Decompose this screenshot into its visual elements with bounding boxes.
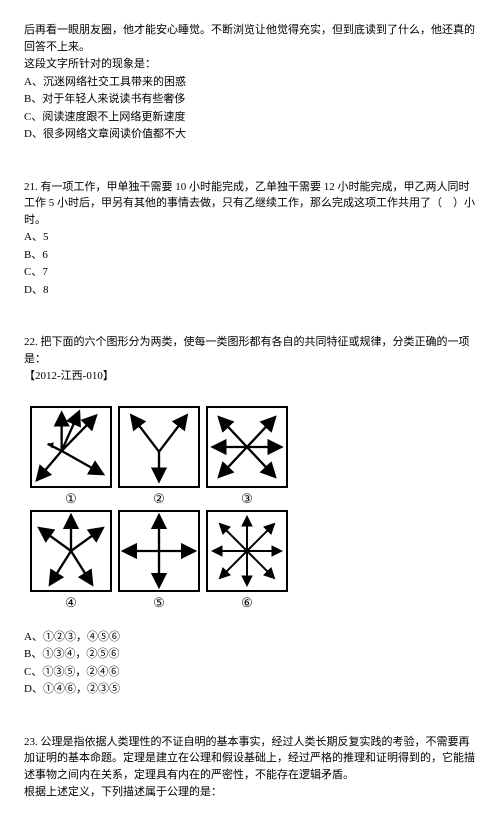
figure-1-label: ① (65, 489, 77, 509)
q21-options: A、5 B、6 C、7 D、8 (24, 229, 476, 298)
q22-figure-grid: ① (30, 406, 310, 613)
question-22: 22. 把下面的六个图形分为两类，使每一类图形都有各自的共同特征或规律，分类正确… (24, 334, 476, 698)
q21-stem: 21. 有一项工作，甲单独干需要 10 小时能完成，乙单独干需要 12 小时能完… (24, 179, 476, 229)
figure-1: ① (30, 406, 112, 509)
figure-6-label: ⑥ (241, 593, 253, 613)
q21-option-d: D、8 (24, 282, 476, 299)
q21-option-b: B、6 (24, 247, 476, 264)
figure-3-label: ③ (241, 489, 253, 509)
question-20-partial: 后再看一眼朋友圈，他才能安心睡觉。不断浏览让他觉得充实，但到底读到了什么，他还真… (24, 22, 476, 143)
q22-option-b: B、①③④，②⑤⑥ (24, 646, 476, 663)
figure-5: ⑤ (118, 510, 200, 613)
question-23: 23. 公理是指依据人类理性的不证自明的基本事实，经过人类长期反复实践的考验，不… (24, 734, 476, 801)
q20-option-c: C、阅读速度跟不上网络更新速度 (24, 109, 476, 126)
figure-4: ④ (30, 510, 112, 613)
q23-stem-line: 23. 公理是指依据人类理性的不证自明的基本事实，经过人类长期反复实践的考验，不… (24, 734, 476, 784)
figure-2-label: ② (153, 489, 165, 509)
q20-option-b: B、对于年轻人来说读书有些奢侈 (24, 91, 476, 108)
q22-stem-line: 22. 把下面的六个图形分为两类，使每一类图形都有各自的共同特征或规律，分类正确… (24, 334, 476, 367)
q20-option-d: D、很多网络文章阅读价值都不大 (24, 126, 476, 143)
figure-2: ② (118, 406, 200, 509)
q21-option-c: C、7 (24, 264, 476, 281)
q22-option-d: D、①④⑥，②③⑤ (24, 681, 476, 698)
q20-stem-line: 后再看一眼朋友圈，他才能安心睡觉。不断浏览让他觉得充实，但到底读到了什么，他还真… (24, 22, 476, 55)
figure-3: ③ (206, 406, 288, 509)
figure-6: ⑥ (206, 510, 288, 613)
q20-stem-line: 这段文字所针对的现象是： (24, 56, 476, 73)
q21-option-a: A、5 (24, 229, 476, 246)
question-21: 21. 有一项工作，甲单独干需要 10 小时能完成，乙单独干需要 12 小时能完… (24, 179, 476, 299)
q20-option-a: A、沉迷网络社交工具带来的困惑 (24, 74, 476, 91)
q23-stem-line: 根据上述定义，下列描述属于公理的是： (24, 784, 476, 801)
q22-source: 【2012-江西-010】 (24, 368, 476, 385)
q22-option-c: C、①③⑤，②④⑥ (24, 664, 476, 681)
q22-option-a: A、①②③，④⑤⑥ (24, 629, 476, 646)
q22-options: A、①②③，④⑤⑥ B、①③④，②⑤⑥ C、①③⑤，②④⑥ D、①④⑥，②③⑤ (24, 629, 476, 698)
q20-options: A、沉迷网络社交工具带来的困惑 B、对于年轻人来说读书有些奢侈 C、阅读速度跟不… (24, 74, 476, 143)
figure-5-label: ⑤ (153, 593, 165, 613)
figure-4-label: ④ (65, 593, 77, 613)
